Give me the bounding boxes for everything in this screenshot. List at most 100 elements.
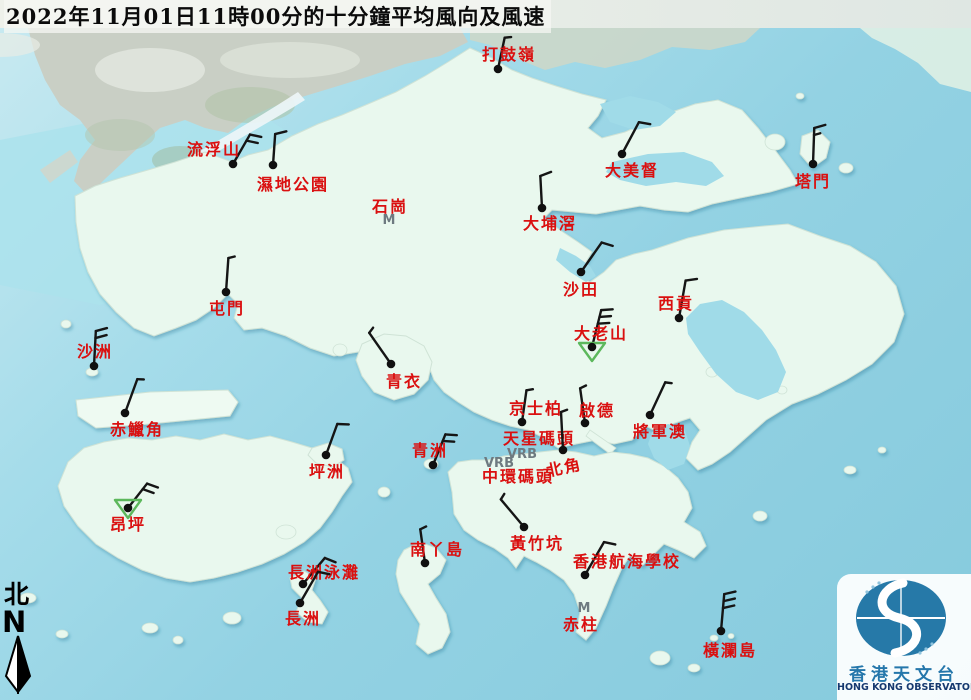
- wind-barb-staff: [499, 498, 526, 529]
- wind-barb-tick: [684, 277, 699, 282]
- station-label: 啟德: [579, 401, 615, 420]
- station-dot: [674, 313, 684, 323]
- station-dot: [228, 159, 238, 169]
- shenzhen-east-coast: [470, 28, 760, 70]
- station-marker: 沙田: [563, 241, 614, 299]
- wind-barb-tick: [600, 241, 614, 248]
- wind-barb-staff: [559, 410, 565, 452]
- wind-barb-tick: [559, 408, 569, 414]
- variable-wind-marker: VRB: [507, 447, 537, 462]
- page-title: 2022年11月01日11時00分的十分鐘平均風向及風速: [4, 0, 552, 33]
- wind-barb-tick: [596, 321, 611, 325]
- compass-hanzi: 北: [4, 580, 30, 609]
- wind-barb-tick: [539, 170, 553, 178]
- station-dot: [519, 522, 529, 532]
- station-label: 長洲: [285, 609, 321, 628]
- station-dot: [120, 408, 130, 418]
- wind-barb-tick: [444, 433, 459, 437]
- station-marker: 坪洲: [309, 422, 350, 481]
- station-dot: [321, 450, 331, 460]
- hko-logo-name-cn: 香港天文台: [849, 665, 959, 685]
- station-marker: 黃竹坑: [499, 492, 562, 553]
- wind-barb-staff: [123, 377, 139, 415]
- station-label: 大老山: [574, 324, 628, 343]
- station-dot: [587, 342, 597, 352]
- wind-barb-staff: [271, 132, 277, 167]
- station-dot: [645, 410, 655, 420]
- gust-triangle-icon: [113, 498, 143, 520]
- wind-barb-staff: [578, 387, 587, 425]
- landmass-lamma: [395, 541, 451, 655]
- wind-barb-tick: [419, 525, 428, 531]
- station-marker: 香港航海學校: [572, 540, 681, 580]
- wind-barb-tick: [637, 121, 652, 126]
- wind-barb-tick: [812, 132, 822, 137]
- wind-barb-staff: [126, 482, 149, 510]
- wind-barb-staff: [583, 540, 606, 577]
- station-marker: 青衣: [368, 326, 422, 391]
- wind-barb-staff: [539, 174, 544, 210]
- station-marker: 將軍澳: [633, 381, 687, 441]
- wind-barb-staff: [298, 570, 320, 605]
- station-label: 濕地公園: [257, 175, 329, 194]
- station-marker: M石崗: [371, 197, 408, 228]
- wind-barb-tick: [141, 487, 155, 495]
- hko-logo: 香港天文台 HONG KONG OBSERVATORY: [837, 574, 971, 700]
- station-dot: [517, 417, 527, 427]
- wind-barb-tick: [273, 130, 288, 136]
- wind-barb-staff: [719, 592, 726, 633]
- station-dot: [617, 149, 627, 159]
- station-label: 將軍澳: [633, 422, 687, 441]
- station-label: 塔門: [795, 172, 831, 191]
- wind-barb-tick: [368, 326, 375, 335]
- wind-barb-tick: [598, 314, 613, 319]
- missing-data-marker: M: [578, 601, 591, 616]
- station-label: 天星碼頭: [503, 429, 575, 448]
- station-label: 石崗: [371, 197, 408, 216]
- wind-barb-tick: [721, 604, 736, 610]
- station-dot: [89, 361, 99, 371]
- station-dot: [580, 570, 590, 580]
- station-marker: 赤鱲角: [110, 377, 162, 439]
- station-marker: 南丫島: [410, 525, 464, 568]
- landmass-hong-kong-island: [447, 449, 707, 641]
- wind-barb-staff: [648, 381, 667, 417]
- station-label: 京士柏: [509, 399, 563, 418]
- station-marker: 大美督: [605, 121, 657, 180]
- landmass-airport-island: [75, 389, 239, 429]
- station-dot: [298, 579, 308, 589]
- wind-barb-tick: [323, 556, 337, 564]
- station-marker: M赤柱: [563, 601, 599, 634]
- station-label: 沙田: [563, 280, 599, 299]
- stations-layer: 打鼓嶺流浮山濕地公園M石崗大埔滘大美督塔門屯門沙田西貢大老山沙洲青衣赤鱲角昂坪坪…: [77, 35, 831, 660]
- wind-barb-staff: [431, 433, 447, 467]
- wind-barb-tick: [94, 333, 108, 340]
- wind-barb-tick: [245, 139, 259, 145]
- station-label: 赤柱: [563, 615, 599, 634]
- variable-wind-marker: VRB: [484, 456, 514, 471]
- wind-barb-staff: [419, 528, 427, 565]
- station-label: 香港航海學校: [572, 552, 681, 571]
- station-marker: 長洲: [285, 570, 331, 628]
- wind-barb-tick: [503, 35, 513, 39]
- wind-barb-tick: [499, 492, 506, 501]
- station-marker: 打鼓嶺: [482, 35, 534, 74]
- station-dot: [576, 267, 586, 277]
- station-marker: 青洲: [412, 433, 459, 470]
- station-label: 西貢: [658, 294, 694, 313]
- wind-barb-tick: [578, 384, 588, 390]
- station-label: 橫瀾島: [703, 641, 757, 660]
- station-label: 青衣: [386, 372, 422, 391]
- station-marker: 沙洲: [77, 326, 113, 371]
- inland-waters: [556, 96, 786, 470]
- wind-barb-staff: [231, 133, 252, 166]
- station-dot: [558, 445, 568, 455]
- station-label: 沙洲: [77, 342, 113, 361]
- station-dot: [123, 503, 133, 513]
- wind-barb-staff: [579, 241, 603, 274]
- station-marker: 京士柏: [509, 387, 563, 427]
- station-dot: [268, 160, 278, 170]
- station-label: 南丫島: [410, 540, 464, 559]
